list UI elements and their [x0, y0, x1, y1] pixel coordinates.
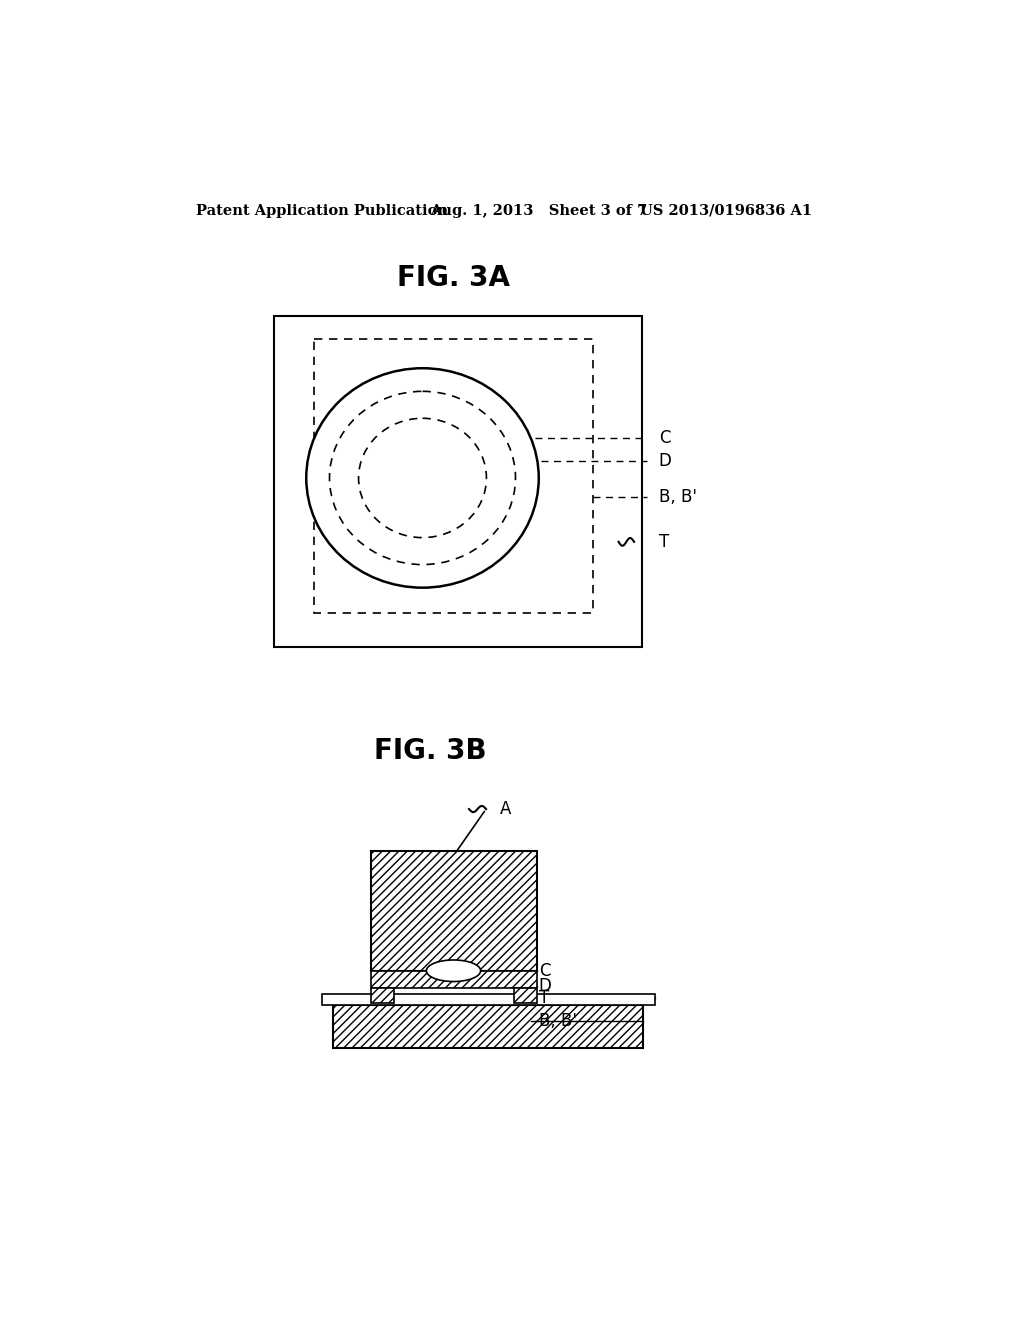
Bar: [334, 1006, 643, 1048]
Bar: [273, 317, 642, 647]
Ellipse shape: [426, 960, 480, 982]
Bar: [371, 970, 538, 987]
Ellipse shape: [358, 418, 486, 537]
Text: US 2013/0196836 A1: US 2013/0196836 A1: [640, 203, 812, 218]
Bar: [314, 339, 593, 612]
Ellipse shape: [306, 368, 539, 587]
Bar: [371, 987, 394, 1003]
Text: Aug. 1, 2013   Sheet 3 of 7: Aug. 1, 2013 Sheet 3 of 7: [430, 203, 647, 218]
Text: A: A: [500, 800, 511, 818]
Bar: [371, 851, 538, 970]
Text: D: D: [658, 451, 672, 470]
Text: C: C: [539, 962, 550, 979]
Bar: [322, 994, 655, 1006]
Text: FIG. 3A: FIG. 3A: [397, 264, 510, 292]
Text: C: C: [658, 429, 671, 447]
Text: T: T: [658, 533, 669, 550]
Text: T: T: [539, 989, 549, 1007]
Text: D: D: [539, 977, 552, 995]
Text: Patent Application Publication: Patent Application Publication: [197, 203, 449, 218]
Bar: [514, 987, 538, 1003]
Text: B, B': B, B': [658, 488, 697, 506]
Text: B, B': B, B': [539, 1012, 577, 1030]
Text: FIG. 3B: FIG. 3B: [374, 738, 486, 766]
